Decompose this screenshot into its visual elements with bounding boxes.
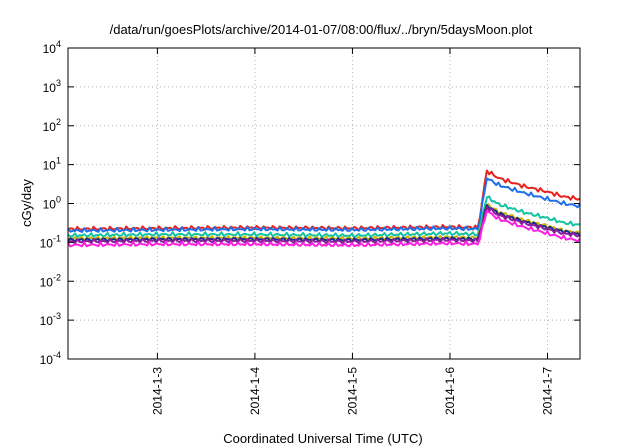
x-tick-labels: 2014-1-3 2014-1-4 2014-1-5 2014-1-6 2014-1-7 (150, 367, 554, 415)
x-tick-label: 2014-1-6 (443, 367, 457, 415)
series-line (67, 195, 581, 239)
series-line (67, 206, 581, 245)
y-tick-labels: 10-4 10-3 10-2 10-1 100 101 102 103 104 (40, 39, 61, 367)
x-tick-label: 2014-1-4 (248, 367, 262, 415)
y-tick-label: 102 (43, 117, 61, 134)
x-tick-label: 2014-1-7 (540, 367, 554, 415)
y-tick-label: 103 (43, 78, 61, 95)
series-line (67, 177, 581, 233)
grid (68, 48, 580, 359)
chart-title: /data/run/goesPlots/archive/2014-01-07/0… (110, 22, 533, 37)
y-axis-label: cGy/day (19, 179, 34, 227)
y-tick-label: 101 (43, 156, 61, 173)
y-tick-label: 100 (43, 195, 61, 212)
y-tick-label: 10-1 (40, 233, 61, 250)
series-line (67, 204, 581, 244)
axis-ticks (68, 47, 580, 360)
series-line (67, 169, 581, 232)
series-line (67, 210, 581, 248)
y-tick-label: 10-4 (40, 350, 61, 367)
y-tick-label: 10-2 (40, 272, 61, 289)
x-tick-label: 2014-1-3 (150, 367, 164, 415)
series-lines (67, 169, 581, 248)
y-tick-label: 104 (43, 39, 61, 56)
x-tick-label: 2014-1-5 (345, 367, 359, 415)
x-axis-label: Coordinated Universal Time (UTC) (223, 431, 422, 446)
y-tick-label: 10-3 (40, 311, 61, 328)
